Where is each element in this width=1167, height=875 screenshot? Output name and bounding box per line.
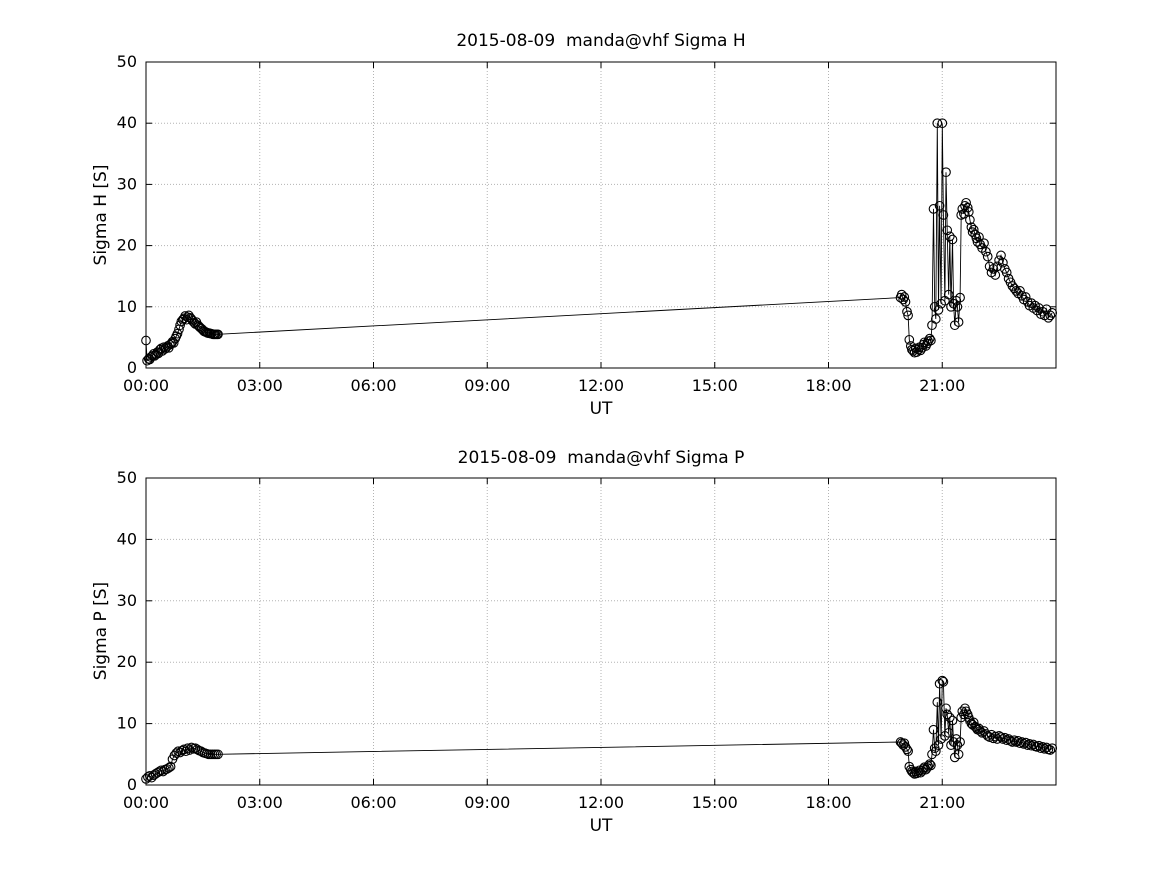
- series-markers: [141, 675, 1058, 784]
- sigma-h-xlabel: UT: [589, 399, 613, 419]
- svg-text:00:00: 00:00: [123, 793, 169, 812]
- x-tick-labels: 00:00 03:00 06:00 09:00 12:00 15:00 18:00 21:00: [123, 793, 965, 812]
- svg-text:50: 50: [117, 468, 137, 487]
- sigma-p-title: 2015-08-09 manda@vhf Sigma P: [457, 448, 745, 468]
- svg-text:18:00: 18:00: [805, 793, 851, 812]
- svg-text:06:00: 06:00: [350, 376, 396, 395]
- sigma-h-ylabel: Sigma H [S]: [91, 164, 111, 266]
- grid-lines: [146, 478, 1056, 785]
- svg-text:30: 30: [117, 174, 137, 193]
- svg-text:30: 30: [117, 591, 137, 610]
- sigma-h-axes: 00:00 03:00 06:00 09:00 12:00 15:00 18:00 21:00…: [117, 52, 1058, 395]
- series-markers: [141, 118, 1058, 366]
- svg-text:12:00: 12:00: [578, 376, 624, 395]
- svg-text:0: 0: [127, 358, 137, 377]
- svg-text:50: 50: [117, 52, 137, 71]
- svg-text:20: 20: [117, 652, 137, 671]
- y-tick-labels: 0 10 20 30 40 50: [117, 52, 137, 377]
- grid-lines: [146, 62, 1056, 368]
- sigma-p-ylabel: Sigma P [S]: [91, 581, 111, 681]
- svg-text:06:00: 06:00: [350, 793, 396, 812]
- sigma-p-axes: 00:00 03:00 06:00 09:00 12:00 15:00 18:00 21:00…: [117, 468, 1058, 812]
- y-tick-labels: 0 10 20 30 40 50: [117, 468, 137, 794]
- series-line: [145, 123, 1053, 362]
- sigma-h-title: 2015-08-09 manda@vhf Sigma H: [456, 31, 746, 51]
- svg-text:09:00: 09:00: [464, 793, 510, 812]
- svg-text:12:00: 12:00: [578, 793, 624, 812]
- sigma-p-xlabel: UT: [589, 816, 613, 836]
- svg-text:18:00: 18:00: [805, 376, 851, 395]
- tick-marks: [145, 477, 1056, 786]
- svg-text:20: 20: [117, 236, 137, 255]
- svg-text:15:00: 15:00: [692, 376, 738, 395]
- svg-text:40: 40: [117, 113, 137, 132]
- svg-text:10: 10: [117, 714, 137, 733]
- tick-marks: [145, 61, 1056, 369]
- svg-text:00:00: 00:00: [123, 376, 169, 395]
- svg-text:03:00: 03:00: [237, 376, 283, 395]
- x-tick-labels: 00:00 03:00 06:00 09:00 12:00 15:00 18:00 21:00: [123, 376, 965, 395]
- svg-text:0: 0: [127, 775, 137, 794]
- svg-text:21:00: 21:00: [919, 793, 965, 812]
- svg-text:09:00: 09:00: [464, 376, 510, 395]
- svg-text:40: 40: [117, 529, 137, 548]
- svg-text:15:00: 15:00: [692, 793, 738, 812]
- series-line: [145, 679, 1053, 780]
- svg-text:03:00: 03:00: [237, 793, 283, 812]
- svg-text:21:00: 21:00: [919, 376, 965, 395]
- svg-text:10: 10: [117, 297, 137, 316]
